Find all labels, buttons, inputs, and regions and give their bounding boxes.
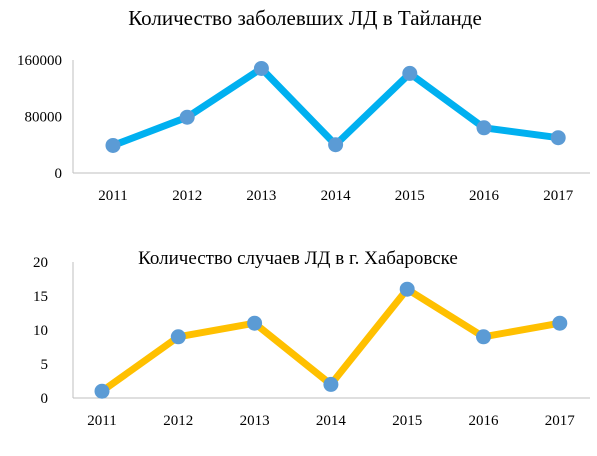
khabarovsk-data-point <box>476 329 491 345</box>
thailand-y-tick-label: 80000 <box>25 110 63 126</box>
khabarovsk-chart-title: Количество случаев ЛД в г. Хабаровске <box>138 248 458 269</box>
thailand-x-tick-label: 2014 <box>321 188 352 204</box>
thailand-data-point <box>476 120 492 136</box>
khabarovsk-data-point <box>399 281 415 297</box>
khabarovsk-y-tick-label: 0 <box>41 391 49 407</box>
thailand-x-tick-label: 2016 <box>469 188 500 204</box>
khabarovsk-x-tick-label: 2013 <box>240 413 270 429</box>
thailand-y-tick-label: 160000 <box>17 53 62 69</box>
khabarovsk-data-point <box>323 376 339 392</box>
khabarovsk-data-point <box>247 315 263 331</box>
thailand-y-tick-label: 0 <box>55 166 63 182</box>
khabarovsk-data-point <box>170 329 186 345</box>
khabarovsk-y-tick-label: 5 <box>41 357 49 373</box>
khabarovsk-chart: Количество случаев ЛД в г. Хабаровске 0 5… <box>0 215 597 456</box>
thailand-chart: Количество заболевших ЛД в Тайланде 0 800… <box>0 0 597 215</box>
thailand-data-point <box>550 130 566 146</box>
khabarovsk-x-tick-label: 2012 <box>163 413 193 429</box>
khabarovsk-x-tick-label: 2016 <box>469 413 500 429</box>
thailand-chart-title: Количество заболевших ЛД в Тайланде <box>128 6 482 30</box>
thailand-data-point <box>253 60 269 76</box>
thailand-series-line <box>109 64 562 149</box>
khabarovsk-y-tick-label: 10 <box>33 323 48 339</box>
khabarovsk-x-tick-label: 2014 <box>316 413 347 429</box>
thailand-x-tick-label: 2013 <box>246 188 276 204</box>
thailand-data-point <box>328 137 344 153</box>
thailand-x-tick-label: 2015 <box>395 188 425 204</box>
khabarovsk-x-tick-label: 2017 <box>545 413 576 429</box>
thailand-data-point <box>105 137 121 153</box>
khabarovsk-y-tick-label: 15 <box>33 289 48 305</box>
thailand-x-tick-label: 2017 <box>543 188 574 204</box>
thailand-x-tick-label: 2012 <box>172 188 202 204</box>
khabarovsk-x-tick-label: 2015 <box>392 413 422 429</box>
thailand-data-point <box>402 65 418 81</box>
khabarovsk-chart-svg: Количество случаев ЛД в г. Хабаровске 0 5… <box>33 248 590 429</box>
thailand-chart-svg: Количество заболевших ЛД в Тайланде 0 800… <box>17 6 590 204</box>
khabarovsk-x-tick-label: 2011 <box>87 413 116 429</box>
thailand-x-tick-label: 2011 <box>98 188 127 204</box>
khabarovsk-data-point <box>94 383 110 399</box>
khabarovsk-data-point <box>552 315 568 331</box>
thailand-data-point <box>179 109 195 125</box>
khabarovsk-y-tick-label: 20 <box>33 255 48 271</box>
khabarovsk-series-line <box>98 285 564 395</box>
